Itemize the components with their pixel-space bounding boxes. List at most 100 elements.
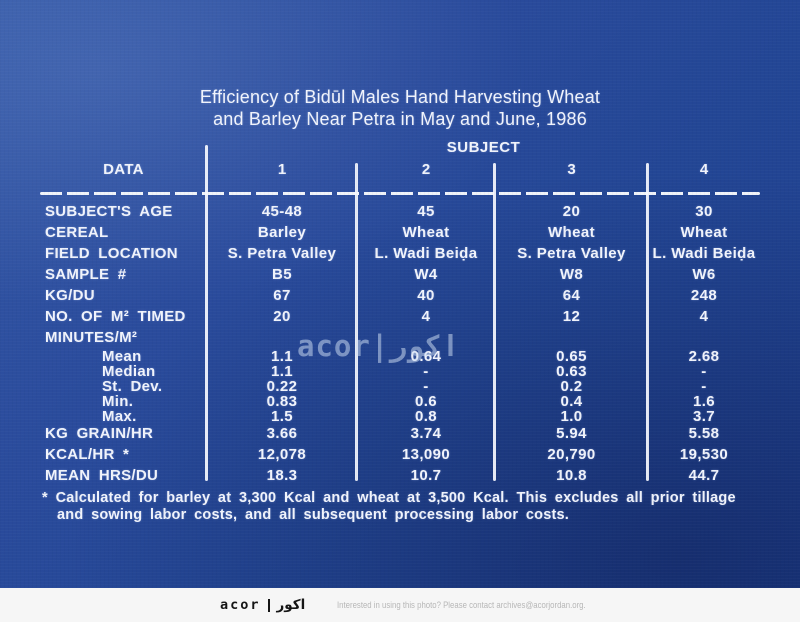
table-rows: SUBJECT'S AGE 45-48 45 20 30 CEREAL Barley Whea… (40, 201, 760, 486)
row-value: 1.5 (270, 408, 294, 425)
row-value: W8 (559, 266, 584, 283)
row-label: KCAL/HR * (45, 446, 130, 463)
row-label: Median (102, 363, 156, 380)
row-value: Wheat (548, 224, 595, 241)
row-value: 12,078 (257, 446, 307, 463)
table-row: Mean 1.1 0.64 0.65 2.68 (40, 348, 760, 365)
row-value: 4 (699, 308, 709, 325)
row-value: 45-48 (261, 203, 303, 220)
slide-title-line1: Efficiency of Bidūl Males Hand Harvestin… (199, 87, 601, 107)
column-header-2: 2 (421, 161, 431, 178)
table-row: SUBJECT'S AGE 45-48 45 20 30 (40, 201, 760, 222)
table-row: Median 1.1 - 0.63 - (40, 363, 760, 380)
row-value: 3.74 (410, 425, 442, 442)
archive-footer-bar: acor اكور Interested in using this photo… (0, 588, 800, 622)
table-footnote: * Calculated for barley at 3,300 Kcal an… (42, 490, 758, 523)
row-value: 0.83 (266, 393, 298, 410)
row-value: 5.58 (688, 425, 720, 442)
row-label: Min. (102, 393, 134, 410)
photo-contact-text: Interested in using this photo? Please c… (337, 599, 586, 611)
row-value: 0.4 (560, 393, 583, 410)
row-value: 0.8 (414, 408, 438, 425)
table-row: KG GRAIN/HR 3.66 3.74 5.94 5.58 (40, 423, 760, 444)
row-value: 0.6 (414, 393, 438, 410)
row-label: Max. (102, 408, 137, 425)
row-label: St. Dev. (102, 378, 163, 395)
row-value: 20 (273, 308, 291, 325)
column-divider-3 (493, 163, 496, 481)
row-value: W4 (414, 266, 438, 283)
row-label: Mean (102, 348, 142, 365)
row-value: 10.8 (556, 467, 587, 484)
column-header-3: 3 (567, 161, 576, 178)
row-value: L. Wadi Beiḍa (652, 245, 756, 262)
row-value: W6 (692, 266, 716, 283)
row-value: S. Petra Valley (517, 245, 626, 262)
row-label: SAMPLE # (45, 266, 127, 283)
row-value: 44.7 (688, 467, 720, 484)
row-value: - (423, 363, 429, 380)
logo-divider (267, 598, 270, 612)
footnote-line2: and sowing labor costs, and all subseque… (57, 506, 570, 523)
column-divider-1 (205, 145, 208, 481)
acor-logo-latin: acor (220, 597, 261, 613)
row-value: - (423, 378, 429, 395)
row-label: MINUTES/M² (45, 329, 138, 346)
slide-title-line2: and Barley Near Petra in May and June, 1… (213, 109, 587, 129)
row-value: 0.63 (556, 363, 587, 380)
slide-background: Efficiency of Bidūl Males Hand Harvestin… (0, 0, 800, 588)
row-value: 0.22 (266, 378, 298, 395)
row-value: 30 (695, 203, 713, 220)
row-value: 248 (690, 287, 718, 304)
row-value: 19,530 (679, 446, 729, 463)
row-value: 10.7 (410, 467, 442, 484)
row-value: 3.7 (692, 408, 716, 425)
row-value: 20,790 (547, 446, 596, 463)
acor-logo-arabic: اكور (276, 597, 306, 613)
data-table: SUBJECT DATA 1 2 3 4 SUBJECT'S AGE 45-48 4… (40, 139, 760, 491)
dashed-header-rule (40, 192, 760, 195)
row-value: 2.68 (688, 348, 720, 365)
row-value: 13,090 (401, 446, 451, 463)
table-row: MINUTES/M² (40, 327, 760, 348)
column-header-1: 1 (277, 161, 287, 178)
row-value: - (701, 378, 707, 395)
table-row: St. Dev. 0.22 - 0.2 - (40, 378, 760, 395)
table-row: KCAL/HR * 12,078 13,090 20,790 19,530 (40, 444, 760, 465)
row-value: 1.0 (560, 408, 583, 425)
row-label: SUBJECT'S AGE (45, 203, 173, 220)
row-value: 18.3 (266, 467, 298, 484)
table-row: SAMPLE # B5 W4 W8 W6 (40, 264, 760, 285)
row-value: 4 (421, 308, 431, 325)
row-label: KG/DU (45, 287, 95, 304)
row-value: 12 (562, 308, 581, 325)
column-header-4: 4 (699, 161, 709, 178)
table-row: Max. 1.5 0.8 1.0 3.7 (40, 408, 760, 425)
row-value: 1.1 (270, 348, 294, 365)
table-row: FIELD LOCATION S. Petra Valley L. Wadi Bei… (40, 243, 760, 264)
row-value: Wheat (680, 224, 728, 241)
row-value: - (701, 363, 707, 380)
row-value: 45 (417, 203, 435, 220)
corner-label: DATA (103, 161, 144, 178)
row-label: FIELD LOCATION (45, 245, 178, 262)
row-value: Wheat (402, 224, 450, 241)
row-value: 40 (417, 287, 435, 304)
table-row: MEAN HRS/DU 18.3 10.7 10.8 44.7 (40, 465, 760, 486)
column-divider-4 (646, 163, 649, 481)
row-label: MEAN HRS/DU (45, 467, 159, 484)
column-group-header: SUBJECT (446, 139, 521, 156)
row-value: S. Petra Valley (227, 245, 337, 262)
row-value: 0.64 (410, 348, 442, 365)
row-value: 20 (562, 203, 581, 220)
row-value: 67 (273, 287, 291, 304)
row-value: 0.2 (560, 378, 583, 395)
column-headers-row: DATA 1 2 3 4 (40, 161, 760, 178)
table-row: KG/DU 67 40 64 248 (40, 285, 760, 306)
row-value: Barley (257, 224, 307, 241)
row-value: 1.6 (692, 393, 716, 410)
slide-title: Efficiency of Bidūl Males Hand Harvestin… (0, 86, 800, 130)
row-value: B5 (272, 266, 292, 283)
row-value: 0.65 (556, 348, 587, 365)
column-divider-2 (355, 163, 358, 481)
